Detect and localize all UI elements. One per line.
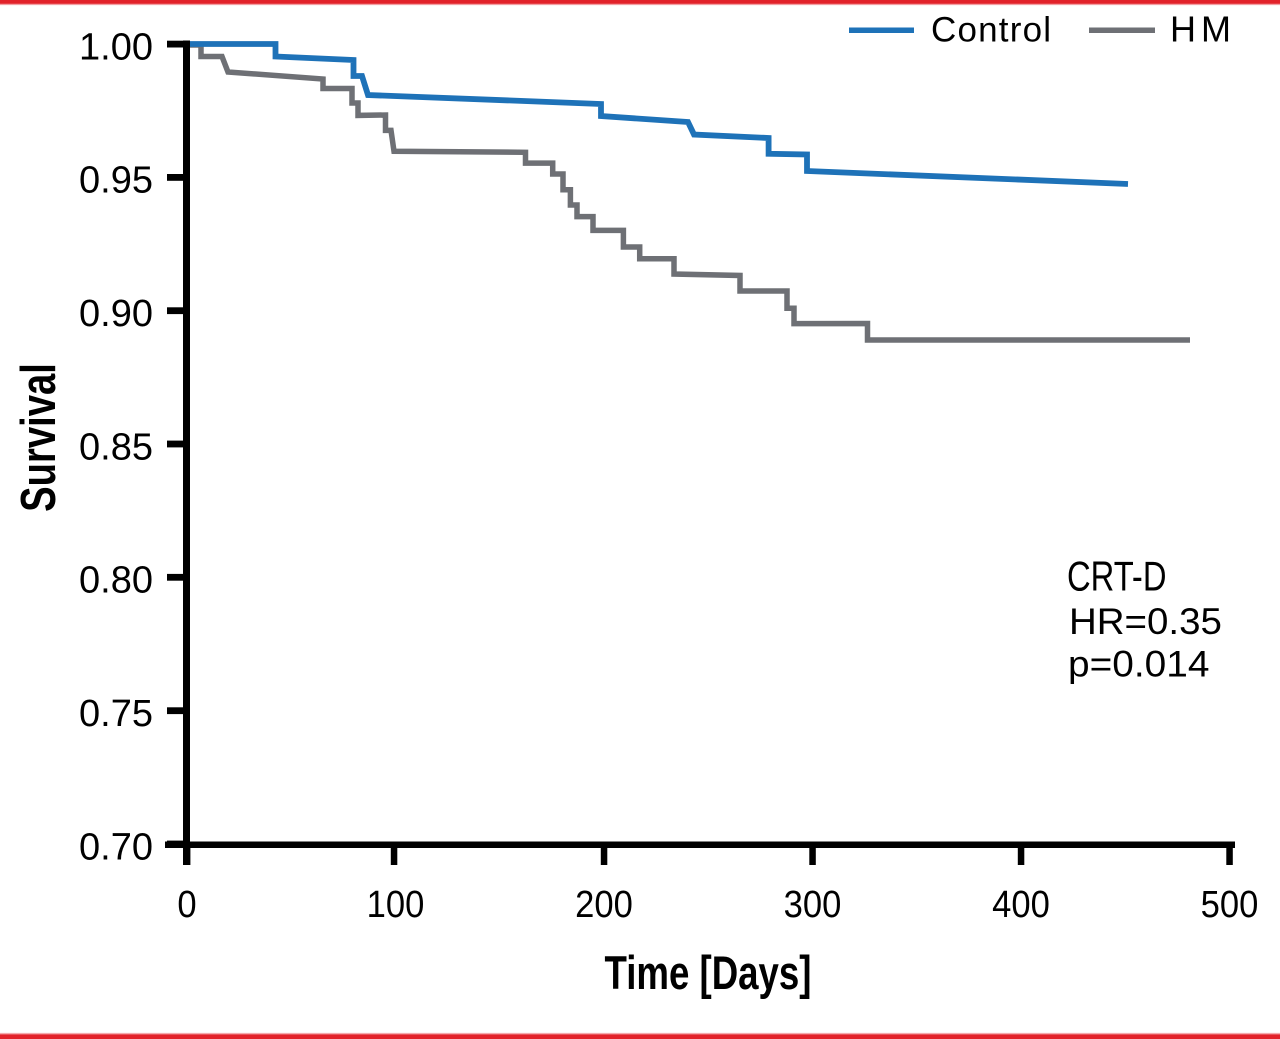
svg-text:200: 200 <box>575 882 633 925</box>
svg-text:1.00: 1.00 <box>79 26 153 68</box>
svg-text:Control: Control <box>931 11 1052 50</box>
svg-text:100: 100 <box>367 882 425 925</box>
svg-text:CRT-D: CRT-D <box>1067 553 1166 600</box>
svg-text:Survival: Survival <box>12 363 67 512</box>
svg-text:0.90: 0.90 <box>79 293 153 335</box>
svg-text:0: 0 <box>177 882 196 925</box>
svg-text:Time [Days]: Time [Days] <box>604 947 811 999</box>
svg-text:0.85: 0.85 <box>79 426 153 468</box>
svg-text:0.75: 0.75 <box>79 693 153 735</box>
svg-text:0.70: 0.70 <box>79 826 153 868</box>
svg-text:HM: HM <box>1170 9 1236 50</box>
svg-text:400: 400 <box>992 882 1050 925</box>
svg-text:0.80: 0.80 <box>79 560 153 602</box>
svg-text:p=0.014: p=0.014 <box>1068 644 1209 685</box>
svg-text:500: 500 <box>1201 882 1259 925</box>
svg-text:0.95: 0.95 <box>79 160 153 202</box>
svg-text:HR=0.35: HR=0.35 <box>1069 601 1222 642</box>
svg-text:300: 300 <box>784 882 842 925</box>
